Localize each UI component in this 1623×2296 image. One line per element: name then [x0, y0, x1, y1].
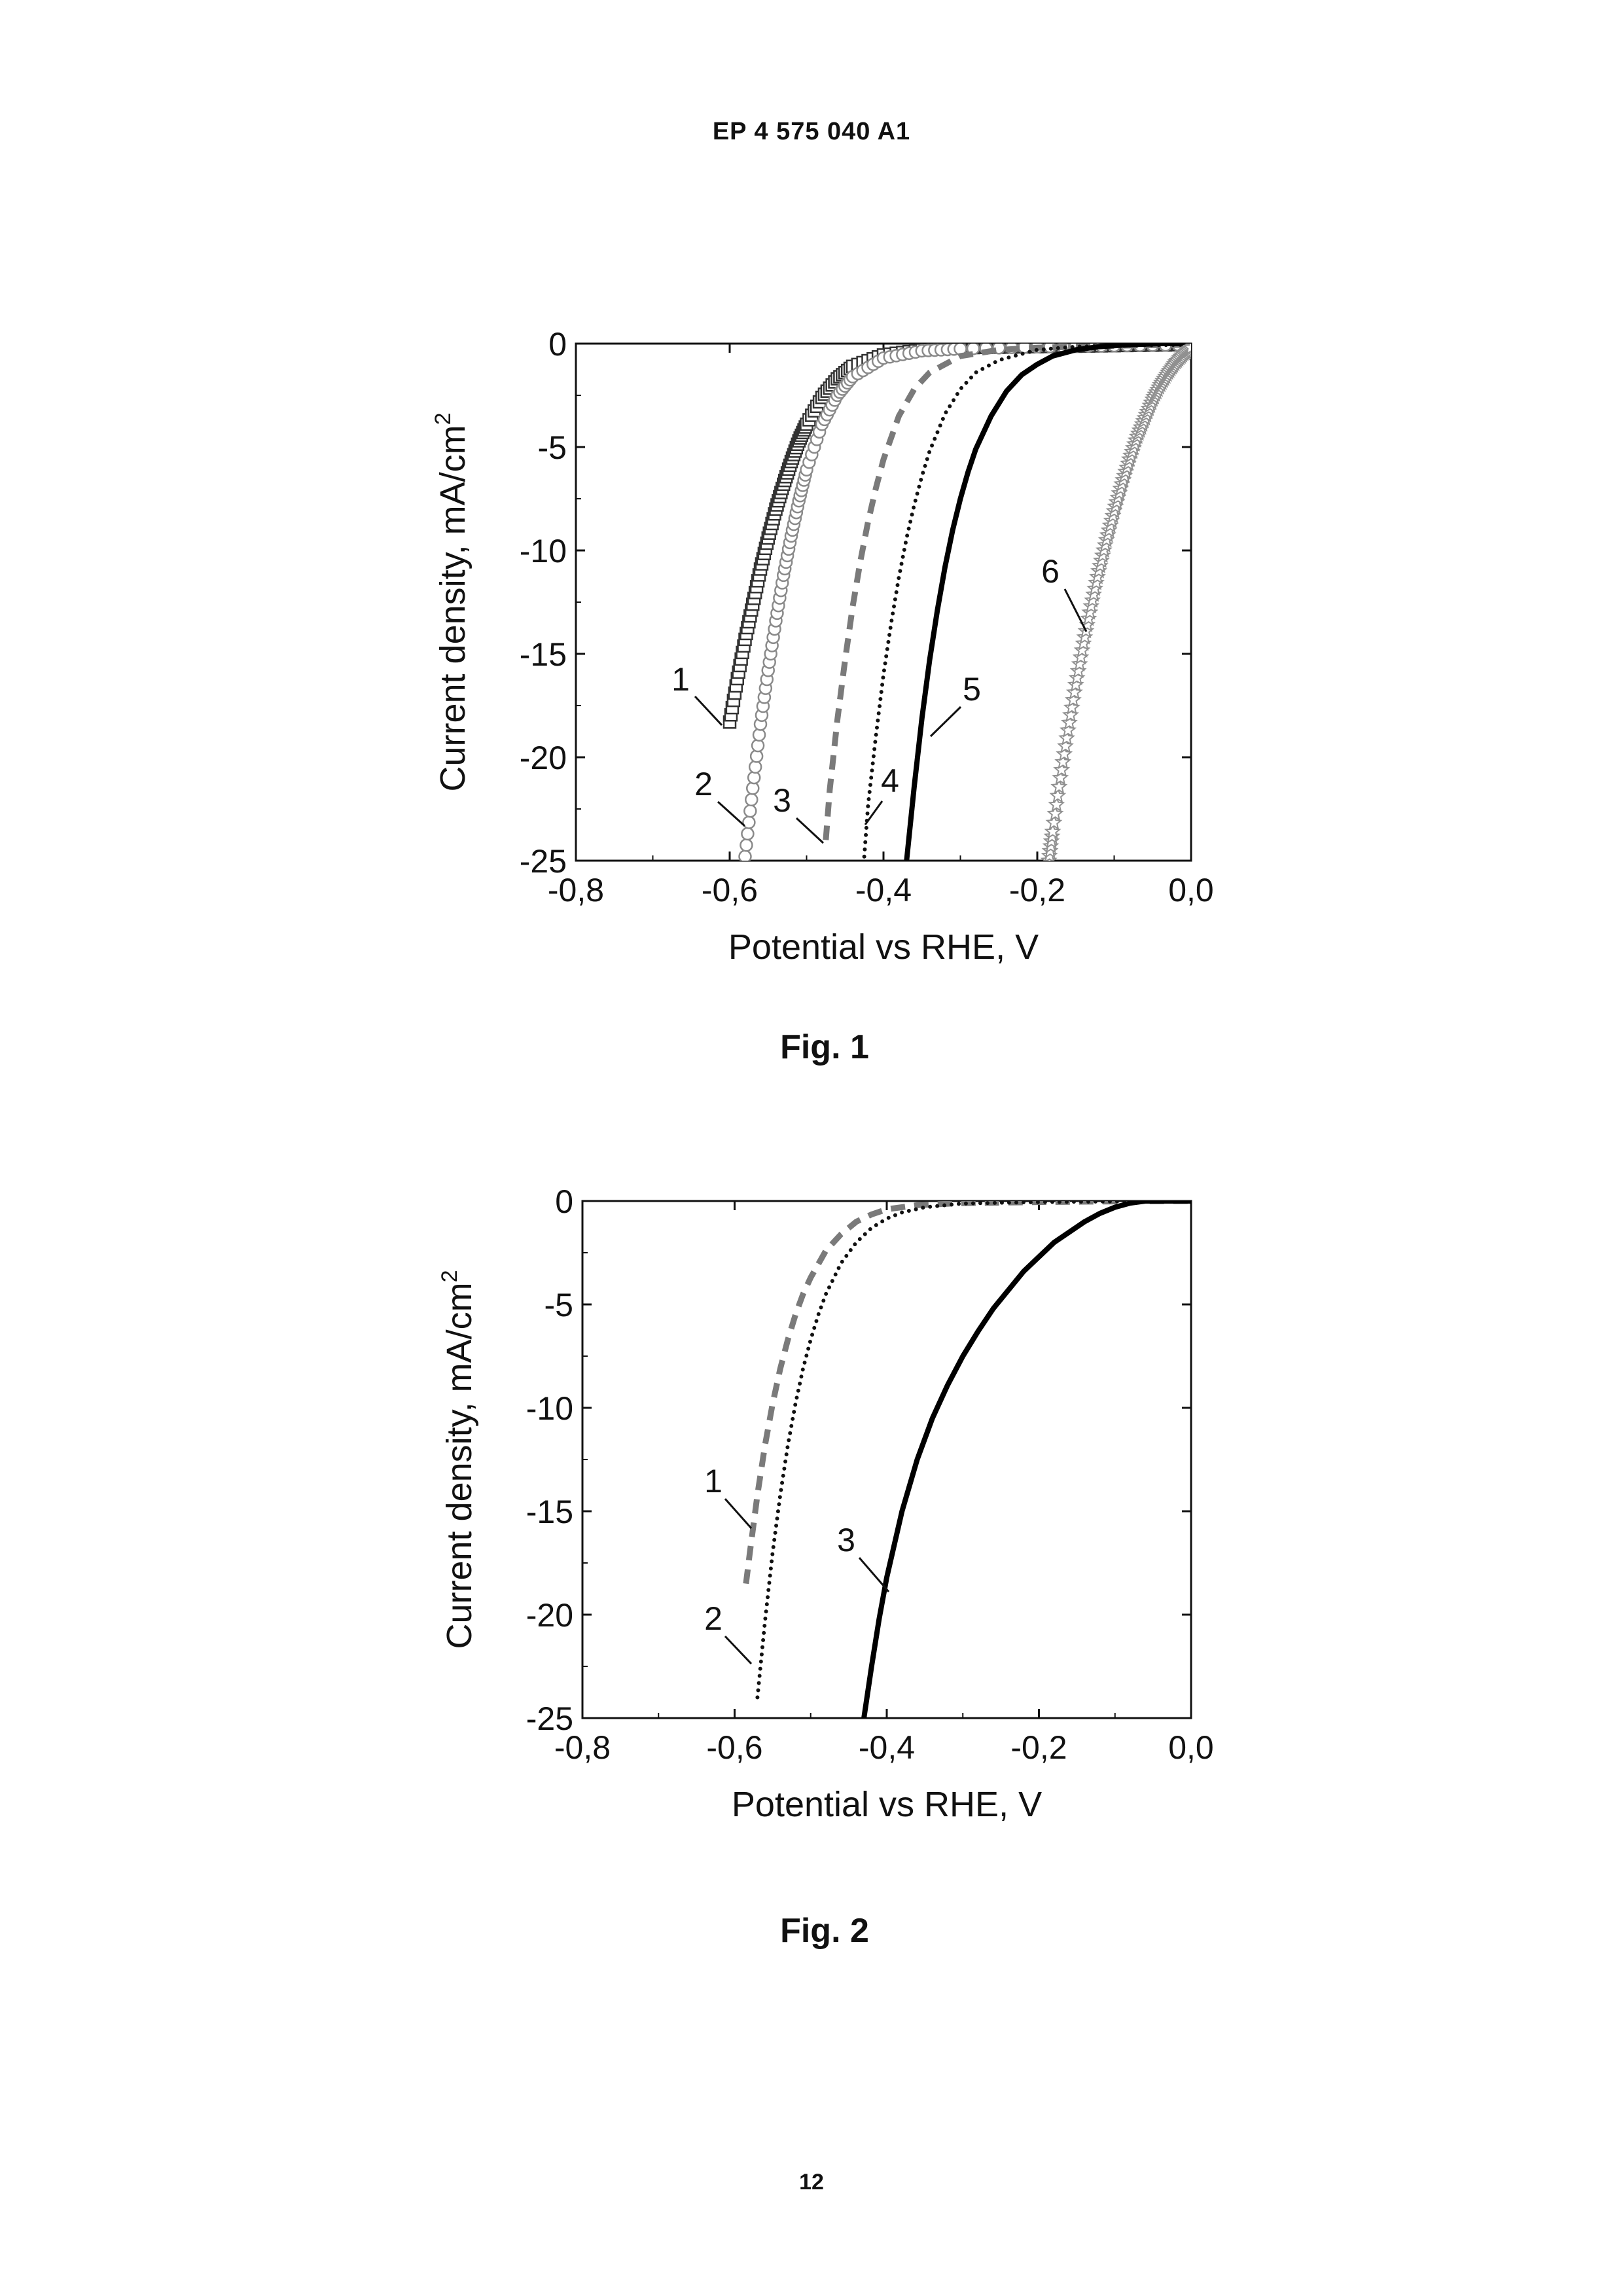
fig1-series-2-marker — [744, 805, 756, 817]
fig1-x-axis-title: Potential vs RHE, V — [728, 927, 1039, 967]
figure-1: -0,8-0,6-0,4-0,20,00-5-10-15-20-25Potent… — [393, 301, 1257, 1100]
fig2-ytick-label: -5 — [544, 1287, 573, 1323]
fig1-ytick-label: -15 — [520, 636, 567, 673]
fig1-series-6-label: 6 — [1041, 553, 1060, 590]
fig2-ytick-label: -15 — [526, 1494, 573, 1530]
fig2-series-group — [746, 1201, 1191, 1718]
fig1-ytick-label: -5 — [538, 429, 567, 466]
fig2-chart: -0,8-0,6-0,4-0,20,00-5-10-15-20-25Potent… — [393, 1172, 1257, 1905]
fig1-xtick-label: -0,4 — [855, 872, 912, 908]
fig1-series-5-leader — [931, 707, 961, 736]
fig1-ytick-label: -25 — [520, 843, 567, 880]
fig2-ytick-label: 0 — [555, 1183, 573, 1220]
fig2-series-2-line — [757, 1201, 1191, 1697]
fig2-series-3-line — [864, 1201, 1191, 1718]
fig1-series-2-marker — [745, 794, 757, 806]
fig1-xtick-label: 0,0 — [1168, 872, 1214, 908]
fig2-ytick-label: -10 — [526, 1390, 573, 1427]
fig1-series-1-leader — [695, 696, 722, 725]
fig1-xtick-label: -0,6 — [702, 872, 758, 908]
fig1-series-2-marker — [740, 839, 752, 851]
fig1-caption: Fig. 1 — [393, 1028, 1257, 1067]
page-number: 12 — [0, 2170, 1623, 2195]
fig2-xtick-label: -0,2 — [1010, 1729, 1067, 1766]
fig1-series-2-label: 2 — [694, 766, 713, 802]
fig2-ytick-label: -20 — [526, 1597, 573, 1634]
fig1-series-6-line — [1049, 348, 1191, 861]
patent-number-header: EP 4 575 040 A1 — [0, 118, 1623, 146]
fig1-series-1-label: 1 — [671, 661, 690, 698]
fig1-ytick-label: 0 — [548, 326, 567, 363]
fig2-xtick-label: -0,4 — [859, 1729, 915, 1766]
fig1-series-2-marker — [743, 817, 755, 829]
fig1-ytick-label: -10 — [520, 533, 567, 569]
fig1-ytick-label: -20 — [520, 740, 567, 776]
fig2-series-2-label: 2 — [704, 1600, 722, 1637]
fig2-series-3-leader — [859, 1558, 889, 1592]
fig1-series-1-line — [730, 345, 1191, 723]
fig2-xtick-label: 0,0 — [1168, 1729, 1214, 1766]
fig2-x-axis-title: Potential vs RHE, V — [732, 1785, 1042, 1824]
fig1-y-axis-title-superscript: 2 — [431, 412, 455, 425]
fig2-series-1-line — [746, 1201, 1191, 1584]
figure-2: -0,8-0,6-0,4-0,20,00-5-10-15-20-25Potent… — [393, 1172, 1257, 1983]
fig1-series-3-label: 3 — [773, 782, 791, 819]
fig1-series-2-marker — [740, 851, 751, 863]
fig2-series-1-label: 1 — [704, 1463, 722, 1499]
fig2-plot-frame — [582, 1201, 1191, 1718]
fig1-y-axis-title-text: Current density, mA/cm — [433, 425, 473, 791]
fig1-chart: -0,8-0,6-0,4-0,20,00-5-10-15-20-25Potent… — [393, 301, 1257, 1021]
fig2-ytick-label: -25 — [526, 1700, 573, 1737]
fig1-series-3-leader — [796, 818, 823, 843]
fig2-y-axis-title-text: Current density, mA/cm — [440, 1282, 479, 1649]
fig1-series-2-marker — [741, 828, 753, 840]
fig1-series-2-leader — [718, 802, 745, 826]
fig1-series-group — [724, 339, 1198, 867]
fig2-y-axis-title: Current density, mA/cm2 — [437, 1270, 479, 1649]
fig1-xtick-label: -0,2 — [1009, 872, 1065, 908]
fig2-series-3-label: 3 — [837, 1522, 855, 1558]
fig1-series-5-label: 5 — [963, 671, 981, 708]
fig1-y-axis-title: Current density, mA/cm2 — [431, 412, 473, 791]
fig2-series-2-leader — [725, 1636, 751, 1664]
fig2-series-1-leader — [725, 1499, 751, 1528]
fig2-xtick-label: -0,6 — [706, 1729, 762, 1766]
fig1-series-4-label: 4 — [881, 762, 899, 799]
fig2-y-axis-title-superscript: 2 — [437, 1270, 462, 1282]
fig2-caption: Fig. 2 — [393, 1911, 1257, 1950]
